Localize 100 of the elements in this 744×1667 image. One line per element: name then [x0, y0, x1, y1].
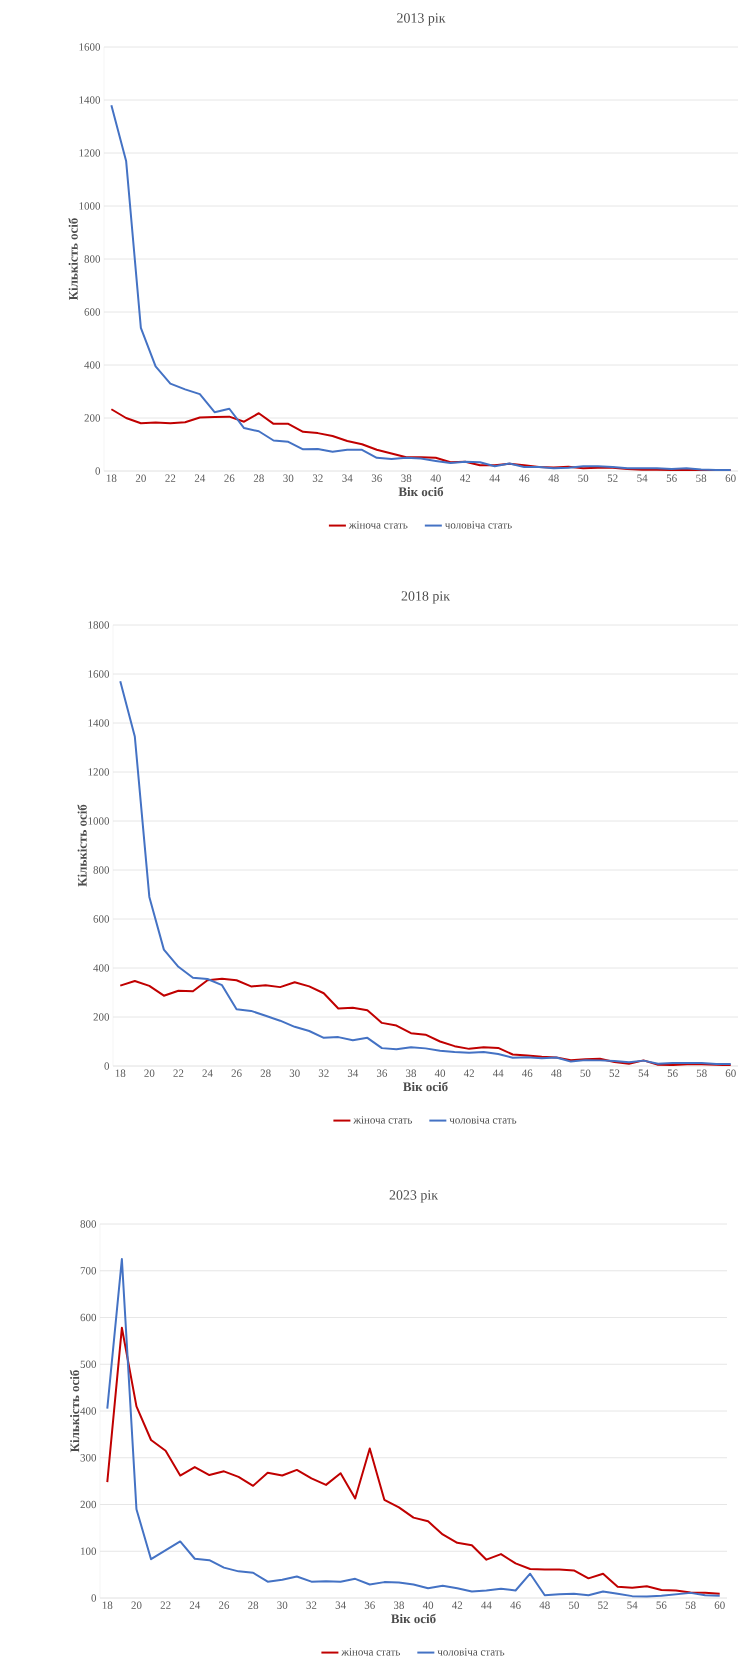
y-tick-label: 600 — [84, 308, 101, 316]
legend-label: чоловіча стать — [437, 1648, 505, 1656]
x-tick-label: 26 — [224, 474, 235, 482]
y-tick-label: 400 — [80, 1407, 97, 1415]
x-tick-label: 36 — [364, 1601, 375, 1609]
y-tick-label: 0 — [91, 1594, 97, 1602]
y-tick-label: 800 — [84, 255, 101, 263]
x-tick-label: 54 — [638, 1069, 649, 1077]
y-tick-label: 600 — [80, 1313, 97, 1322]
x-tick-label: 20 — [144, 1069, 155, 1077]
y-tick-label: 800 — [93, 866, 110, 874]
y-tick-label: 300 — [80, 1454, 97, 1462]
x-tick-label: 24 — [194, 474, 206, 482]
y-tick-label: 1000 — [79, 202, 101, 210]
x-tick-label: 60 — [725, 1069, 736, 1077]
x-tick-label: 32 — [312, 474, 323, 482]
chart-title: 2023 рік — [389, 1190, 439, 1203]
x-tick-label: 32 — [318, 1069, 329, 1077]
x-tick-label: 46 — [510, 1601, 521, 1609]
y-tick-label: 0 — [95, 467, 101, 475]
legend-label: чоловіча стать — [449, 1116, 517, 1124]
x-tick-label: 40 — [430, 474, 441, 482]
x-tick-label: 58 — [696, 1069, 707, 1077]
x-tick-label: 30 — [289, 1069, 300, 1077]
x-tick-label: 56 — [666, 474, 677, 482]
x-tick-label: 24 — [202, 1069, 213, 1077]
y-tick-label: 800 — [80, 1220, 97, 1228]
y-tick-label: 500 — [80, 1360, 97, 1368]
x-tick-label: 18 — [106, 474, 117, 482]
y-tick-label: 200 — [93, 1013, 110, 1021]
y-tick-label: 1000 — [88, 817, 110, 825]
x-tick-label: 48 — [539, 1601, 550, 1609]
y-axis-title: Кількість осіб — [69, 1370, 80, 1453]
x-tick-label: 44 — [492, 1069, 504, 1077]
y-tick-label: 1600 — [79, 43, 101, 51]
x-axis-title: Вік осіб — [391, 1613, 436, 1624]
y-tick-label: 1200 — [79, 149, 101, 157]
x-tick-label: 48 — [551, 1069, 562, 1077]
x-axis-title: Вік осіб — [398, 486, 444, 497]
x-tick-label: 40 — [422, 1601, 434, 1609]
x-tick-label: 42 — [463, 1069, 474, 1077]
y-tick-label: 1400 — [79, 96, 101, 104]
x-tick-label: 30 — [283, 474, 294, 482]
chart-title: 2018 рік — [401, 591, 451, 604]
legend-label: жіноча стать — [353, 1116, 413, 1124]
x-tick-label: 58 — [685, 1601, 696, 1609]
x-tick-label: 38 — [401, 474, 412, 482]
x-tick-label: 32 — [306, 1601, 317, 1609]
x-tick-label: 20 — [131, 1601, 142, 1609]
x-tick-label: 26 — [231, 1069, 242, 1077]
y-tick-label: 100 — [81, 1547, 97, 1555]
x-tick-label: 38 — [406, 1069, 417, 1077]
y-tick-label: 400 — [84, 361, 101, 369]
y-tick-label: 200 — [80, 1500, 97, 1509]
x-tick-label: 34 — [335, 1601, 346, 1609]
x-tick-label: 52 — [607, 474, 618, 482]
x-tick-label: 50 — [578, 474, 589, 482]
y-tick-label: 0 — [104, 1062, 110, 1070]
x-axis-title: Вік осіб — [403, 1081, 448, 1092]
x-tick-label: 28 — [253, 474, 264, 482]
line-series — [106, 1326, 721, 1595]
x-tick-label: 28 — [260, 1069, 271, 1077]
x-tick-label: 22 — [160, 1601, 171, 1609]
y-tick-label: 1400 — [88, 719, 110, 727]
x-tick-label: 38 — [393, 1601, 404, 1609]
x-tick-label: 22 — [173, 1069, 184, 1077]
y-tick-label: 700 — [80, 1267, 97, 1275]
x-tick-label: 60 — [714, 1601, 725, 1609]
chart-title: 2013 рік — [397, 13, 446, 26]
y-tick-label: 1800 — [88, 621, 110, 629]
legend-label: жіноча стать — [348, 521, 408, 529]
x-tick-label: 36 — [376, 1069, 388, 1077]
x-tick-label: 46 — [518, 474, 530, 482]
x-tick-label: 28 — [248, 1601, 259, 1609]
x-tick-label: 56 — [667, 1069, 678, 1077]
x-tick-label: 60 — [725, 474, 736, 482]
x-tick-label: 26 — [218, 1601, 230, 1609]
legend-label: жіноча стать — [341, 1648, 401, 1656]
x-tick-label: 42 — [459, 474, 471, 482]
x-tick-label: 52 — [598, 1601, 608, 1609]
y-tick-label: 400 — [93, 964, 110, 972]
y-tick-label: 1200 — [88, 768, 110, 776]
x-tick-label: 18 — [102, 1601, 113, 1609]
x-tick-label: 30 — [277, 1601, 288, 1609]
x-tick-label: 58 — [696, 474, 707, 482]
x-tick-label: 34 — [342, 474, 353, 482]
y-tick-label: 200 — [84, 414, 101, 422]
x-tick-label: 34 — [347, 1069, 359, 1077]
x-tick-label: 24 — [189, 1601, 201, 1609]
x-tick-label: 44 — [481, 1601, 492, 1609]
y-tick-label: 1600 — [88, 670, 110, 678]
y-axis-title: Кількість осіб — [77, 804, 87, 887]
x-tick-label: 54 — [627, 1601, 638, 1609]
x-tick-label: 50 — [569, 1601, 579, 1609]
x-tick-label: 48 — [548, 474, 559, 482]
y-tick-label: 600 — [93, 915, 110, 923]
x-tick-label: 46 — [521, 1069, 533, 1077]
line-series — [119, 977, 732, 1067]
x-tick-label: 44 — [489, 474, 501, 482]
x-tick-label: 20 — [135, 474, 146, 482]
